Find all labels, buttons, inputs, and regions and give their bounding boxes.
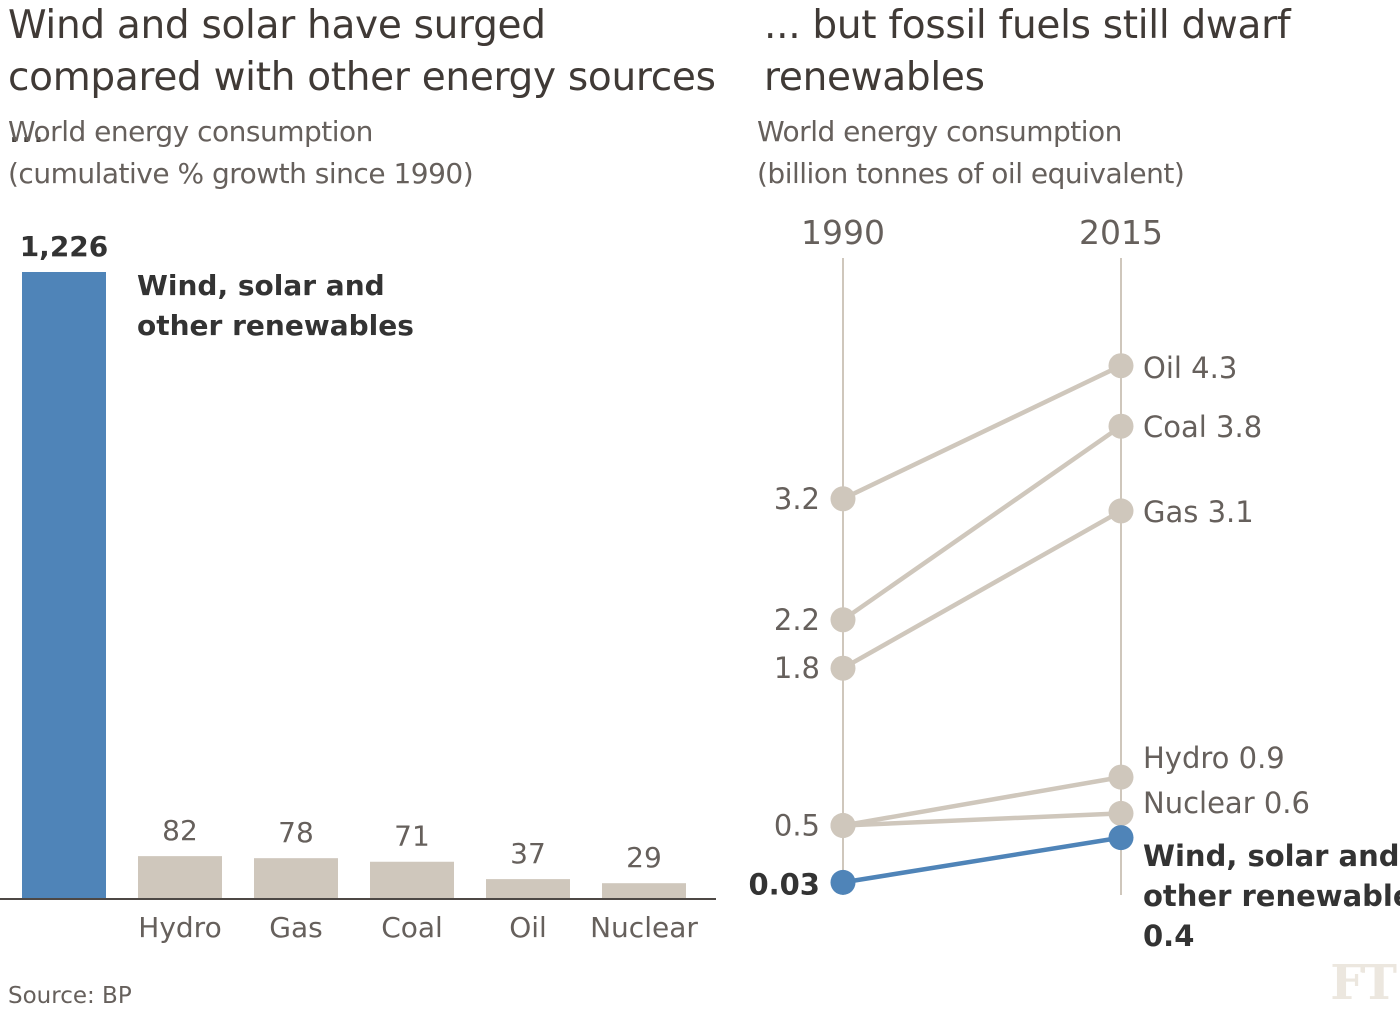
- year-label-1990: 1990: [801, 213, 885, 252]
- slope-end-label-5-line-1: other renewables: [1143, 879, 1400, 913]
- bar-value-label-2: 78: [278, 816, 314, 849]
- slope-point-start-2: [830, 655, 856, 681]
- slope-end-label-2: Gas 3.1: [1143, 495, 1254, 529]
- slope-end-label-2-line-0: Gas 3.1: [1143, 495, 1254, 529]
- slope-end-label-4-line-0: Nuclear 0.6: [1143, 786, 1310, 820]
- bar-category-label-1: Hydro: [138, 911, 221, 944]
- left-subtitle-line-1: World energy consumption: [8, 115, 373, 148]
- bar-category-label-5: Nuclear: [590, 911, 698, 944]
- slope-start-label-5: 0.03: [748, 867, 820, 901]
- bar-annotation-line-0: Wind, solar and: [137, 269, 385, 302]
- slope-end-label-5-line-2: 0.4: [1143, 919, 1194, 953]
- slope-start-label-0: 3.2: [774, 482, 820, 516]
- slope-end-label-3-line-0: Hydro 0.9: [1143, 741, 1285, 775]
- slope-start-label-3: 0.5: [774, 809, 820, 843]
- slope-point-end-2: [1108, 498, 1134, 524]
- bar-value-label-5: 29: [626, 841, 662, 874]
- right-subtitle-line-2: (billion tonnes of oil equivalent): [757, 157, 1185, 190]
- slope-start-label-1: 2.2: [774, 603, 820, 637]
- left-chart-subtitle: World energy consumption (cumulative % g…: [8, 111, 708, 195]
- slope-start-label-2: 1.8: [774, 651, 820, 685]
- slope-point-end-5: [1108, 825, 1134, 851]
- bar-annotation: Wind, solar and other renewables: [137, 269, 414, 342]
- right-chart-subtitle: World energy consumption (billion tonnes…: [757, 111, 1397, 195]
- bar-2: [254, 858, 338, 898]
- slope-line-3: [842, 774, 1122, 828]
- right-chart-title: ... but fossil fuels still dwarf renewab…: [764, 3, 1291, 100]
- ft-logo: FT: [1330, 955, 1397, 1011]
- bar-value-label-0: 1,226: [20, 230, 109, 263]
- bar-3: [370, 861, 454, 898]
- bar-category-label-4: Oil: [509, 911, 547, 944]
- slope-end-label-1: Coal 3.8: [1143, 410, 1262, 444]
- slope-point-start-0: [830, 486, 856, 512]
- year-label-2015: 2015: [1079, 213, 1163, 252]
- bar-value-label-1: 82: [162, 814, 198, 847]
- slope-point-end-3: [1108, 764, 1134, 790]
- bar-value-label-4: 37: [510, 837, 546, 870]
- slope-point-end-4: [1108, 800, 1134, 826]
- bar-5: [602, 883, 686, 898]
- bar-annotation-line-1: other renewables: [137, 309, 414, 342]
- slope-end-label-3: Hydro 0.9: [1143, 741, 1285, 775]
- slope-line-5: [842, 835, 1122, 885]
- bar-category-label-3: Coal: [381, 911, 443, 944]
- slope-end-label-0: Oil 4.3: [1143, 351, 1237, 385]
- slope-line-2: [841, 508, 1123, 671]
- slope-point-end-0: [1108, 353, 1134, 379]
- slope-end-label-4: Nuclear 0.6: [1143, 786, 1310, 820]
- slope-line-1: [841, 424, 1123, 622]
- right-subtitle-line-1: World energy consumption: [757, 115, 1122, 148]
- slope-line-4: [842, 811, 1122, 828]
- bar-1: [138, 856, 222, 898]
- slope-point-start-5: [830, 869, 856, 895]
- left-subtitle-line-2: (cumulative % growth since 1990): [8, 157, 474, 190]
- bar-value-label-3: 71: [394, 820, 430, 853]
- bar-category-label-2: Gas: [269, 911, 322, 944]
- bar-0: [22, 272, 106, 898]
- slope-line-0: [842, 363, 1122, 501]
- bar-chart: 1,226 82 Hydro 78 Gas 71 Coal 37 Oil 29 Nuclear Win…: [0, 230, 716, 944]
- slope-chart: 1990 2015 3.2 2.2 1.8 0.5 0.03 Oil 4.3 Coal 3.8 G…: [748, 213, 1400, 953]
- slope-point-end-1: [1108, 413, 1134, 439]
- bar-4: [486, 879, 570, 898]
- slope-point-start-1: [830, 607, 856, 633]
- slope-end-label-5: Wind, solar and other renewables 0.4: [1143, 839, 1400, 953]
- left-chart-title: Wind and solar have surged compared with…: [8, 3, 716, 152]
- slope-end-label-1-line-0: Coal 3.8: [1143, 410, 1262, 444]
- slope-point-start-4: [830, 813, 856, 838]
- source-note: Source: BP: [8, 983, 132, 1009]
- slope-end-label-0-line-0: Oil 4.3: [1143, 351, 1237, 385]
- slope-end-label-5-line-0: Wind, solar and: [1143, 839, 1400, 873]
